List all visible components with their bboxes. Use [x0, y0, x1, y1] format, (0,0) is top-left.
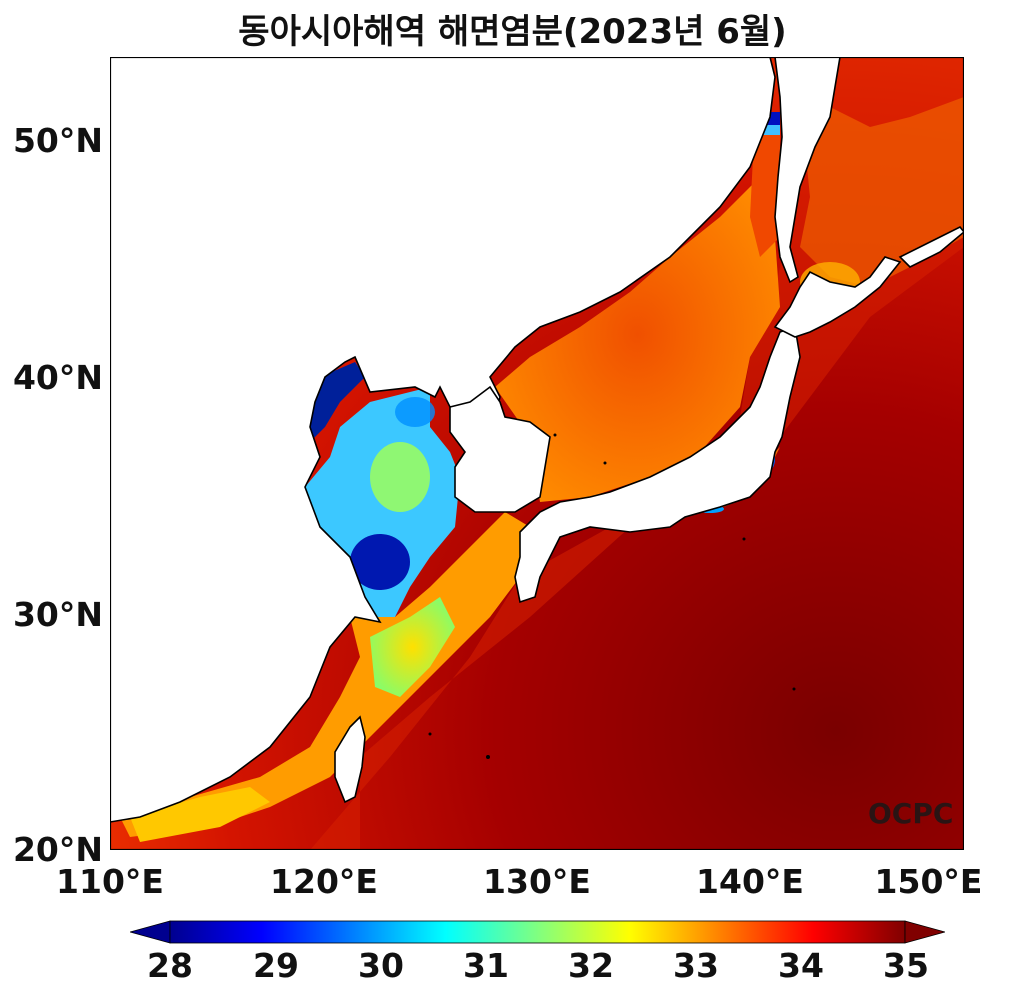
- kuroshio-region: [310, 57, 964, 850]
- lon-label-150: 150°E: [874, 862, 983, 901]
- salinity-map-svg: OCPC: [109, 56, 966, 851]
- lat-label-50: 50°N: [12, 121, 103, 160]
- ocpc-watermark: OCPC: [868, 797, 953, 830]
- colorbar-gradient: [169, 920, 906, 944]
- colorbar-tick-32: 32: [568, 946, 614, 985]
- colorbar-tick-34: 34: [778, 946, 824, 985]
- yangtze-plume: [350, 534, 410, 590]
- lon-label-110: 110°E: [56, 862, 164, 901]
- east-sea: [495, 167, 780, 502]
- yellow-sea-center: [370, 442, 430, 512]
- east-china-sea: [120, 512, 530, 837]
- small-islands: [428, 433, 796, 759]
- east-china-sea-shelf: [370, 597, 455, 697]
- tatar-strait: [750, 117, 780, 257]
- map-border: [109, 56, 965, 851]
- colorbar-extend-low: [130, 920, 171, 944]
- colorbar-tick-28: 28: [147, 946, 193, 985]
- colorbar-tick-33: 33: [673, 946, 719, 985]
- okhotsk-sea: [800, 97, 964, 287]
- colorbar-tick-31: 31: [463, 946, 509, 985]
- colorbar-tick-35: 35: [883, 946, 929, 985]
- map-title: 동아시아해역 해면염분(2023년 6월): [238, 12, 787, 52]
- yellow-sea: [305, 387, 460, 632]
- amur-gradient: [758, 125, 780, 135]
- colorbar-extend-high: [904, 920, 945, 944]
- lon-label-120: 120°E: [270, 862, 378, 901]
- colorbar: [130, 920, 945, 944]
- korea-west-water: [395, 397, 435, 427]
- south-china-coast: [130, 787, 270, 842]
- colorbar-tick-30: 30: [358, 946, 404, 985]
- lat-label-20: 20°N: [12, 830, 103, 869]
- lon-label-130: 130°E: [483, 862, 591, 901]
- landmass: [109, 56, 966, 823]
- lon-label-140: 140°E: [696, 862, 804, 901]
- lat-label-40: 40°N: [12, 358, 103, 397]
- lat-label-30: 30°N: [12, 595, 103, 634]
- salinity-map: OCPC: [109, 56, 966, 851]
- colorbar-tick-29: 29: [253, 946, 299, 985]
